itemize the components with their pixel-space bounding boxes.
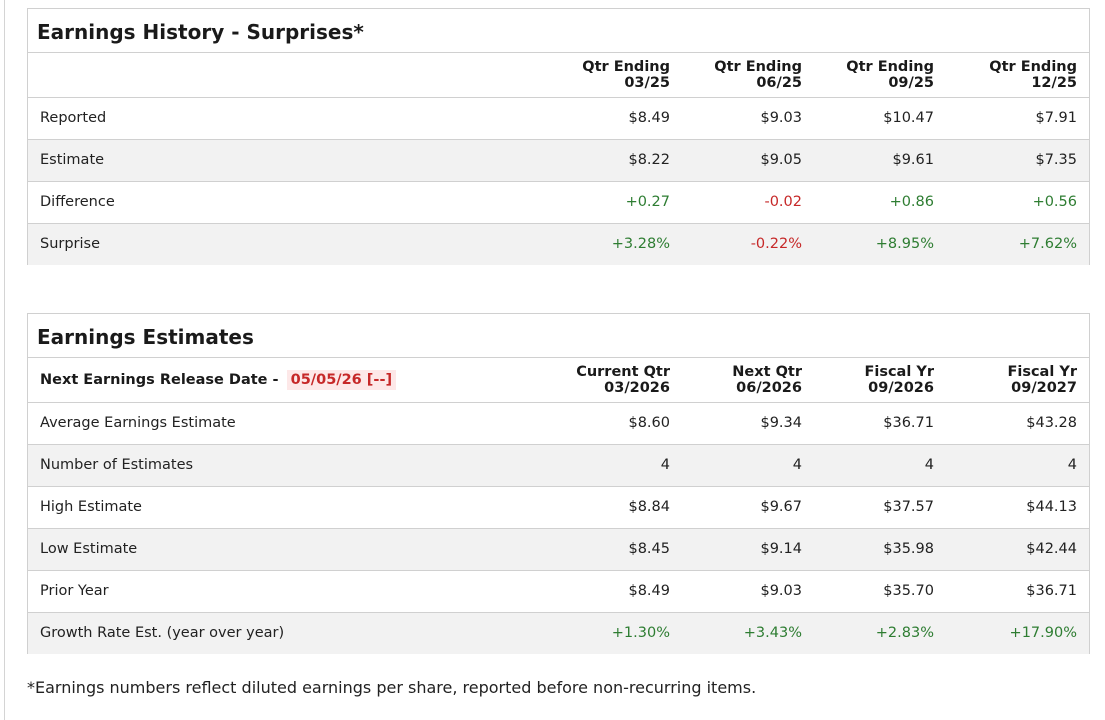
row-label: Surprise	[40, 236, 101, 253]
row-label: Growth Rate Est. (year over year)	[40, 625, 285, 642]
table-cell: $42.44	[1026, 541, 1077, 557]
table-cell: $8.60	[628, 415, 670, 431]
column-header: Fiscal Yr 09/2026	[814, 358, 946, 402]
column-header-line2: 12/25	[1031, 74, 1077, 91]
table-cell: $8.49	[628, 110, 670, 126]
column-header-line2: 03/2026	[604, 379, 670, 396]
row-label: Number of Estimates	[40, 457, 194, 473]
column-header-line1: Qtr Ending	[714, 58, 802, 75]
table-cell: 4	[1067, 457, 1077, 473]
table-cell: $8.22	[628, 152, 670, 168]
column-header-line2: 06/25	[756, 74, 802, 91]
column-header-line2: 09/2026	[868, 379, 934, 396]
table-cell: +2.83%	[875, 625, 934, 642]
row-label: Average Earnings Estimate	[40, 415, 236, 431]
column-header-line1: Fiscal Yr	[1007, 363, 1077, 380]
table-cell: $10.47	[883, 110, 934, 126]
table-cell: $7.35	[1035, 152, 1077, 168]
column-header: Qtr Ending 12/25	[946, 53, 1089, 97]
release-date-label: Next Earnings Release Date -	[40, 371, 284, 388]
table-cell: +8.95%	[875, 236, 934, 253]
column-header-line1: Next Qtr	[732, 363, 802, 380]
table-cell: +3.28%	[611, 236, 670, 253]
table-cell: $9.61	[892, 152, 934, 168]
page-frame	[4, 0, 1105, 720]
table-header-row: Next Earnings Release Date - 05/05/26 [-…	[28, 358, 1089, 402]
table-row: Average Earnings Estimate $8.60 $9.34 $3…	[28, 402, 1089, 444]
table-row: Estimate $8.22 $9.05 $9.61 $7.35	[28, 139, 1089, 181]
column-header-line1: Qtr Ending	[582, 58, 670, 75]
table-row: Reported $8.49 $9.03 $10.47 $7.91	[28, 97, 1089, 139]
earnings-history-table: Qtr Ending 03/25 Qtr Ending 06/25 Qtr Endi…	[28, 53, 1089, 265]
table-cell: $7.91	[1035, 110, 1077, 126]
column-header-line2: 09/2027	[1011, 379, 1077, 396]
table-cell: $44.13	[1026, 499, 1077, 515]
table-cell: $36.71	[883, 415, 934, 431]
table-cell: $36.71	[1026, 583, 1077, 599]
row-label: Prior Year	[40, 583, 109, 599]
table-cell: $8.49	[628, 583, 670, 599]
earnings-estimates-title: Earnings Estimates	[28, 314, 1089, 358]
table-cell: $43.28	[1026, 415, 1077, 431]
table-cell: 4	[792, 457, 802, 473]
column-header: Fiscal Yr 09/2027	[946, 358, 1089, 402]
table-cell: +1.30%	[611, 625, 670, 642]
table-cell: +7.62%	[1018, 236, 1077, 253]
column-header-line1: Fiscal Yr	[864, 363, 934, 380]
footnote: *Earnings numbers reflect diluted earnin…	[27, 678, 757, 697]
table-row: Prior Year $8.49 $9.03 $35.70 $36.71	[28, 570, 1089, 612]
column-header-line2: 09/25	[888, 74, 934, 91]
table-row: Growth Rate Est. (year over year) +1.30%…	[28, 612, 1089, 654]
table-cell: $8.84	[628, 499, 670, 515]
table-cell: 4	[660, 457, 670, 473]
table-cell: $37.57	[883, 499, 934, 515]
header-spacer	[28, 53, 548, 97]
column-header-line2: 03/25	[624, 74, 670, 91]
column-header: Next Qtr 06/2026	[682, 358, 814, 402]
table-cell: +0.27	[625, 194, 670, 210]
table-cell: $9.14	[760, 541, 802, 557]
row-label: Low Estimate	[40, 541, 138, 557]
table-cell: 4	[924, 457, 934, 473]
release-date-value: 05/05/26 [--]	[286, 369, 397, 390]
release-date-header: Next Earnings Release Date - 05/05/26 [-…	[28, 358, 548, 402]
table-row: Surprise +3.28% -0.22% +8.95% +7.62%	[28, 223, 1089, 265]
table-cell: $9.05	[760, 152, 802, 168]
table-cell: $8.45	[628, 541, 670, 557]
table-cell: $9.03	[760, 110, 802, 126]
column-header: Current Qtr 03/2026	[548, 358, 682, 402]
table-cell: +3.43%	[743, 625, 802, 642]
table-cell: -0.22%	[750, 236, 802, 253]
row-label: Difference	[40, 194, 115, 210]
earnings-history-panel: Earnings History - Surprises* Qtr Ending…	[27, 8, 1090, 265]
column-header-line1: Qtr Ending	[989, 58, 1077, 75]
table-row: Low Estimate $8.45 $9.14 $35.98 $42.44	[28, 528, 1089, 570]
table-row: Difference +0.27 -0.02 +0.86 +0.56	[28, 181, 1089, 223]
table-cell: +17.90%	[1009, 625, 1077, 642]
column-header-line1: Qtr Ending	[846, 58, 934, 75]
table-cell: -0.02	[764, 194, 802, 210]
table-cell: $9.03	[760, 583, 802, 599]
row-label: High Estimate	[40, 499, 142, 515]
row-label: Reported	[40, 110, 107, 126]
table-cell: +0.86	[889, 194, 934, 210]
column-header-line2: 06/2026	[736, 379, 802, 396]
table-row: High Estimate $8.84 $9.67 $37.57 $44.13	[28, 486, 1089, 528]
table-cell: $35.70	[883, 583, 934, 599]
earnings-estimates-table: Next Earnings Release Date - 05/05/26 [-…	[28, 358, 1089, 654]
earnings-history-title: Earnings History - Surprises*	[28, 9, 1089, 53]
column-header-line1: Current Qtr	[576, 363, 670, 380]
table-cell: +0.56	[1032, 194, 1077, 210]
row-label: Estimate	[40, 152, 105, 168]
earnings-estimates-panel: Earnings Estimates Next Earnings Release…	[27, 313, 1090, 654]
column-header: Qtr Ending 06/25	[682, 53, 814, 97]
column-header: Qtr Ending 09/25	[814, 53, 946, 97]
column-header: Qtr Ending 03/25	[548, 53, 682, 97]
table-cell: $9.67	[760, 499, 802, 515]
table-cell: $35.98	[883, 541, 934, 557]
table-cell: $9.34	[760, 415, 802, 431]
table-row: Number of Estimates 4 4 4 4	[28, 444, 1089, 486]
table-header-row: Qtr Ending 03/25 Qtr Ending 06/25 Qtr Endi…	[28, 53, 1089, 97]
